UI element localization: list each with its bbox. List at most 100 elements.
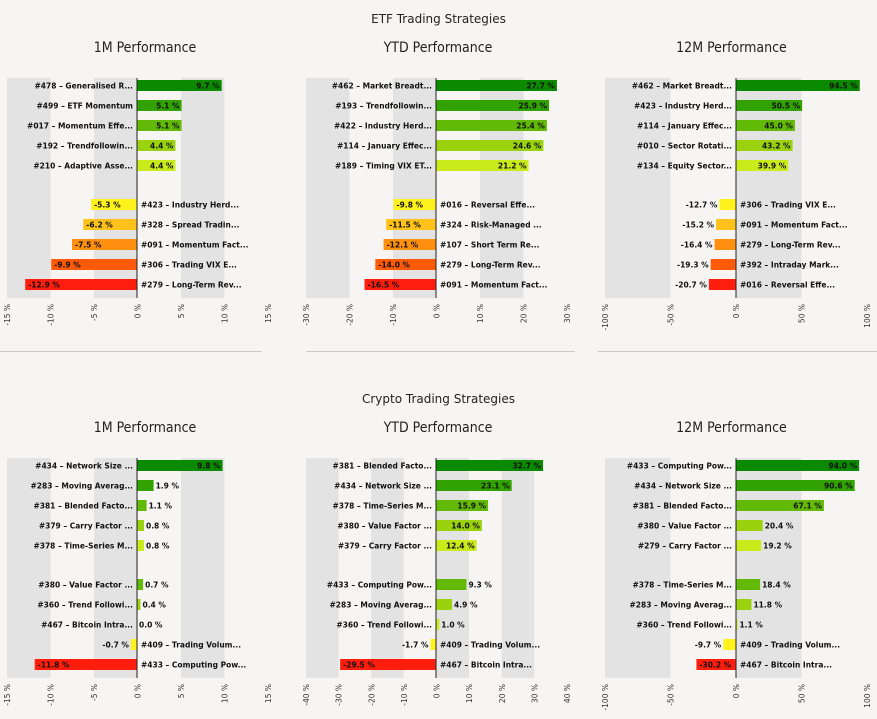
- category-label: #392 – Intraday Mark...: [740, 261, 839, 270]
- grid-band: [801, 78, 867, 298]
- bar: [436, 619, 440, 630]
- section-divider: [598, 351, 877, 352]
- data-label: 0.8 %: [146, 522, 170, 531]
- grid-band: [480, 78, 524, 298]
- bar: [137, 160, 176, 171]
- tick-label: 0 %: [134, 684, 143, 698]
- category-label: #360 – Trend Followi...: [37, 601, 133, 610]
- data-label: -14.0 %: [378, 261, 410, 270]
- tick-label: 5 %: [177, 684, 186, 698]
- grid-band: [224, 458, 268, 678]
- data-label: 90.6 %: [824, 482, 853, 491]
- category-label: #434 – Network Size ...: [35, 462, 133, 471]
- tick-label: 10 %: [465, 684, 474, 703]
- data-label: 94.0 %: [828, 462, 857, 471]
- data-label: 25.9 %: [518, 102, 547, 111]
- data-label: 1.9 %: [156, 482, 180, 491]
- category-label: #091 – Momentum Fact...: [440, 281, 548, 290]
- category-label: #380 – Value Factor ...: [38, 581, 133, 590]
- bar: [436, 520, 482, 531]
- category-label: #283 – Moving Averag...: [31, 482, 134, 491]
- section-divider: [306, 351, 575, 352]
- tick-label: -30 %: [335, 684, 344, 706]
- category-label: #409 – Trading Volum...: [440, 641, 540, 650]
- grid-band: [7, 458, 51, 678]
- grid-band: [94, 458, 138, 678]
- bar: [436, 120, 547, 131]
- data-label: -0.7 %: [102, 641, 129, 650]
- data-label: 1.1 %: [739, 621, 763, 630]
- tick-label: -10 %: [400, 684, 409, 706]
- category-label: #279 – Carry Factor ...: [638, 542, 732, 551]
- category-label: #467 – Bitcoin Intra...: [41, 621, 133, 630]
- tick-label: -50 %: [667, 684, 676, 706]
- category-label: #016 – Reversal Effe...: [740, 281, 835, 290]
- grid-band: [371, 458, 404, 678]
- tick-label: 50 %: [798, 684, 807, 703]
- data-label: 32.7 %: [512, 462, 541, 471]
- data-label: -16.5 %: [368, 281, 400, 290]
- tick-label: -20 %: [367, 684, 376, 706]
- bar: [137, 579, 144, 590]
- data-label: -1.7 %: [402, 641, 429, 650]
- grid-band: [501, 458, 535, 678]
- bar: [137, 100, 182, 111]
- bar: [364, 279, 436, 290]
- data-label: -5.3 %: [94, 201, 121, 210]
- data-label: 19.2 %: [763, 542, 792, 551]
- chart-crypto-1m: 1M Performance 9.8 % #434 – Network Size …: [0, 420, 290, 719]
- bar: [25, 279, 138, 290]
- category-label: #193 – Trendfollowin...: [335, 102, 432, 111]
- data-label: 1.1 %: [149, 502, 173, 511]
- data-label: 0.4 %: [142, 601, 166, 610]
- bar: [393, 199, 436, 210]
- tick-label: 10 %: [476, 304, 485, 323]
- data-label: 9.8 %: [197, 462, 221, 471]
- grid-band: [306, 78, 350, 298]
- chart-etf-1m: 1M Performance 9.7 % #478 – Generalised R…: [0, 40, 290, 340]
- bar: [710, 259, 736, 270]
- tick-label: -20 %: [346, 304, 355, 326]
- bar: [719, 199, 736, 210]
- chart-crypto-12m: 12M Performance 94.0 % #433 – Computing P…: [586, 420, 877, 719]
- data-label: 24.6 %: [513, 142, 542, 151]
- tick-label: 0 %: [732, 684, 741, 698]
- category-label: #462 – Market Breadt...: [632, 82, 732, 91]
- category-label: #107 – Short Term Re...: [440, 241, 540, 250]
- data-label: -11.8 %: [38, 661, 70, 670]
- chart-title: 12M Performance: [676, 420, 787, 436]
- chart-svg: 27.7 % #462 – Market Breadt... 25.9 % #193 …: [302, 78, 572, 326]
- data-label: 94.5 %: [829, 82, 858, 91]
- data-label: -12.9 %: [28, 281, 60, 290]
- tick-label: 0 %: [433, 304, 442, 318]
- category-label: #381 – Blended Facto...: [332, 462, 432, 471]
- data-label: 20.4 %: [765, 522, 794, 531]
- chart-etf-12m: 12M Performance 94.5 % #462 – Market Brea…: [586, 40, 877, 340]
- category-label: #423 – Industry Herd...: [634, 102, 732, 111]
- data-label: 12.4 %: [446, 542, 475, 551]
- bar: [736, 500, 824, 511]
- chart-title: 1M Performance: [93, 40, 197, 56]
- grid-band: [137, 458, 181, 678]
- bar: [708, 279, 736, 290]
- grid-band: [436, 78, 480, 298]
- bar: [137, 140, 176, 151]
- data-label: -11.5 %: [389, 221, 421, 230]
- category-label: #380 – Value Factor ...: [637, 522, 732, 531]
- chart-title: 1M Performance: [93, 420, 197, 436]
- category-label: #283 – Moving Averag...: [330, 601, 433, 610]
- category-label: #114 – January Effec...: [337, 142, 432, 151]
- category-label: #433 – Computing Pow...: [327, 581, 432, 590]
- category-label: #462 – Market Breadt...: [332, 82, 432, 91]
- grid-band: [736, 78, 802, 298]
- chart-svg: 94.5 % #462 – Market Breadt... 50.5 % #423 …: [601, 78, 872, 331]
- tick-label: -10 %: [389, 304, 398, 326]
- tick-label: -100 %: [601, 684, 610, 711]
- category-label: #434 – Network Size ...: [634, 482, 732, 491]
- bar: [736, 520, 763, 531]
- category-label: #210 – Adaptive Asse...: [33, 162, 133, 171]
- category-label: #409 – Trading Volum...: [740, 641, 840, 650]
- bar: [436, 460, 544, 471]
- data-label: 43.2 %: [762, 142, 791, 151]
- bar: [137, 520, 144, 531]
